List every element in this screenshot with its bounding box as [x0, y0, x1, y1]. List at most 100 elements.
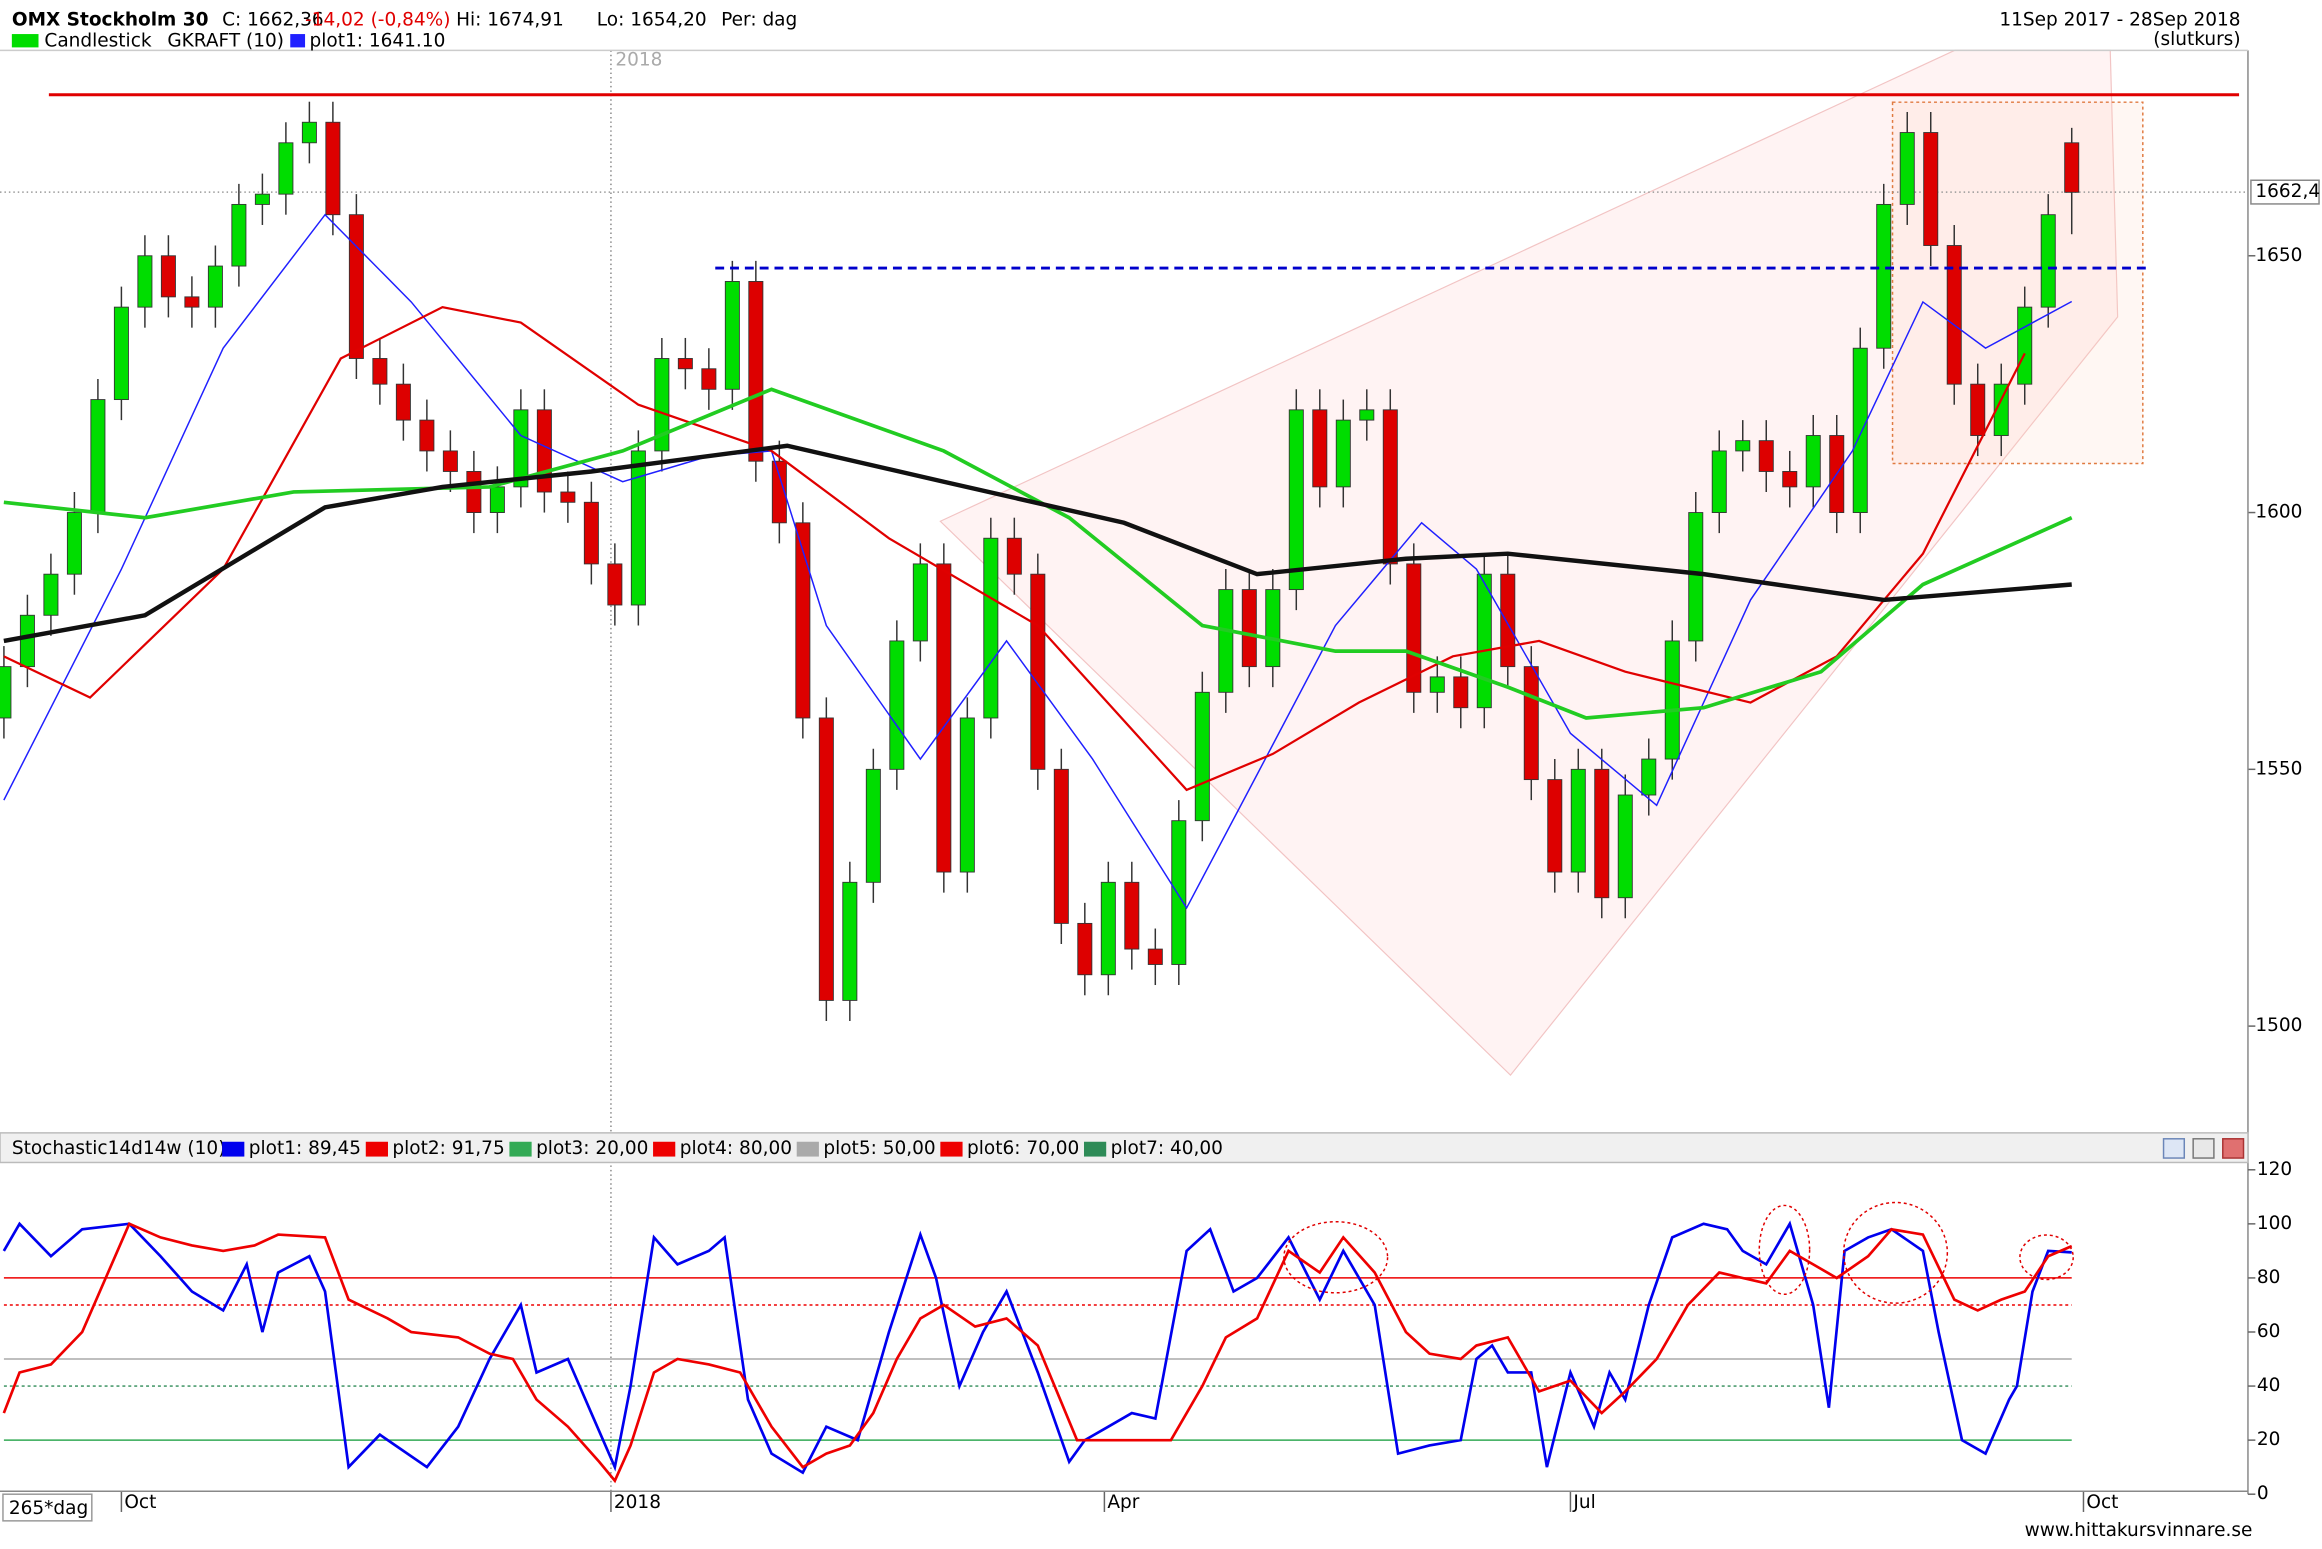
candle-body [795, 522, 811, 719]
candle-body [1547, 779, 1563, 873]
candle-body [1500, 573, 1516, 668]
candle-body [1617, 794, 1633, 899]
candle-body [748, 281, 764, 462]
legend-plot1[interactable]: plot1: 1641.10 [310, 30, 446, 51]
candle-body [207, 265, 223, 308]
candle-body [654, 358, 670, 452]
candle-body [1147, 948, 1163, 965]
candle-body [1359, 409, 1375, 421]
candle-body [1970, 383, 1986, 436]
candle-body [1006, 537, 1022, 575]
candle-body [442, 450, 458, 472]
candle-body [1852, 347, 1868, 513]
series-line [3, 305, 2026, 792]
y-tick-label: 1550 [2255, 758, 2302, 779]
candle-body [1382, 409, 1398, 565]
legend-label[interactable]: plot6: 70,00 [967, 1138, 1079, 1159]
candle-body [113, 306, 129, 401]
legend-label[interactable]: plot5: 50,00 [823, 1138, 935, 1159]
candle-body [2017, 306, 2033, 385]
candle-body [1805, 435, 1821, 488]
series-line [2, 1222, 2073, 1484]
y-tick-label: 1600 [2255, 502, 2302, 523]
candle-body [842, 881, 858, 1001]
quote-close: C: 1662,36 [222, 10, 324, 31]
stochastic-panel: 0 20 40 60 80 100 120 Oct 2018 Apr Jul Oct [2, 1159, 2292, 1513]
candle-body [1241, 589, 1257, 668]
legend-swatch [653, 1141, 676, 1157]
candle-body [254, 193, 270, 205]
panel-icon[interactable] [2192, 1138, 2215, 1159]
channel-drawing [939, 49, 2119, 1076]
last-price-label: 1662,4 [2255, 181, 2320, 202]
y-tick-label: 120 [2257, 1159, 2292, 1180]
price-type: (slutkurs) [2153, 29, 2240, 50]
candle-body [1711, 450, 1727, 513]
series-line [3, 213, 2073, 910]
legend-swatch [290, 34, 306, 48]
circle-drawing [1842, 1201, 1949, 1304]
candle-body [137, 255, 153, 308]
candle-body [607, 563, 623, 606]
y-tick-label: 1650 [2255, 245, 2302, 266]
candle-body [560, 491, 576, 503]
candle-body [513, 409, 529, 488]
candle-body [1453, 676, 1469, 709]
candle-body [1899, 132, 1915, 205]
candle-body [1876, 203, 1892, 349]
candle-body [231, 203, 247, 267]
candle-body [912, 563, 928, 642]
candle-body [1194, 691, 1210, 822]
candle-body [583, 501, 599, 565]
candle-body [0, 666, 12, 719]
candle-body [1993, 383, 2009, 436]
candle-body [1641, 758, 1657, 796]
candle-body [724, 281, 740, 390]
background [0, 5, 2322, 1544]
panel-icon[interactable] [2162, 1138, 2186, 1159]
footer: www.hittakursvinnare.se [2025, 1520, 2253, 1541]
candle-body [160, 255, 176, 298]
y-tick-label: 60 [2257, 1321, 2281, 1342]
candle-body [1688, 512, 1704, 642]
period-box [2, 1493, 93, 1522]
candle-body [1053, 768, 1069, 924]
legend-label[interactable]: plot2: 91,75 [392, 1138, 504, 1159]
legend-label[interactable]: plot1: 89,45 [249, 1138, 361, 1159]
series-line [3, 443, 2072, 644]
candle-body [348, 214, 364, 359]
candle-body [301, 121, 317, 144]
candle-body [66, 512, 82, 575]
y-tick-label: 0 [2257, 1483, 2269, 1504]
candle-body [43, 573, 59, 616]
legend-swatch [365, 1141, 388, 1157]
candle-body [1946, 245, 1962, 385]
candle-body [1100, 881, 1116, 976]
legend-candlestick[interactable]: Candlestick [44, 30, 151, 51]
legend-label[interactable]: plot3: 20,00 [536, 1138, 648, 1159]
y-tick-label: 40 [2257, 1375, 2281, 1396]
candle-body [1735, 440, 1751, 452]
circle-drawing [1758, 1204, 1811, 1296]
legend-swatch [796, 1141, 819, 1157]
candle-body [1758, 440, 1774, 472]
legend-indicator[interactable]: GKRAFT (10) [167, 30, 284, 51]
candle-body [536, 409, 552, 493]
candle-body [2040, 214, 2056, 308]
close-icon[interactable] [2222, 1138, 2245, 1159]
candle-body [701, 368, 717, 390]
quote-high: Hi: 1674,91 [456, 10, 564, 31]
candle-body [395, 383, 411, 421]
candle-body [959, 717, 975, 873]
legend-label[interactable]: plot7: 40,00 [1111, 1138, 1223, 1159]
candle-body [466, 471, 482, 513]
x-tick-label: Oct [2086, 1492, 2118, 1513]
candle-body [90, 399, 106, 513]
candle-body [818, 717, 834, 1001]
legend-label[interactable]: plot4: 80,00 [680, 1138, 792, 1159]
legend-swatch [940, 1141, 963, 1157]
candle-body [278, 142, 294, 195]
legend-swatch [509, 1141, 532, 1157]
legend-swatch [11, 34, 39, 48]
